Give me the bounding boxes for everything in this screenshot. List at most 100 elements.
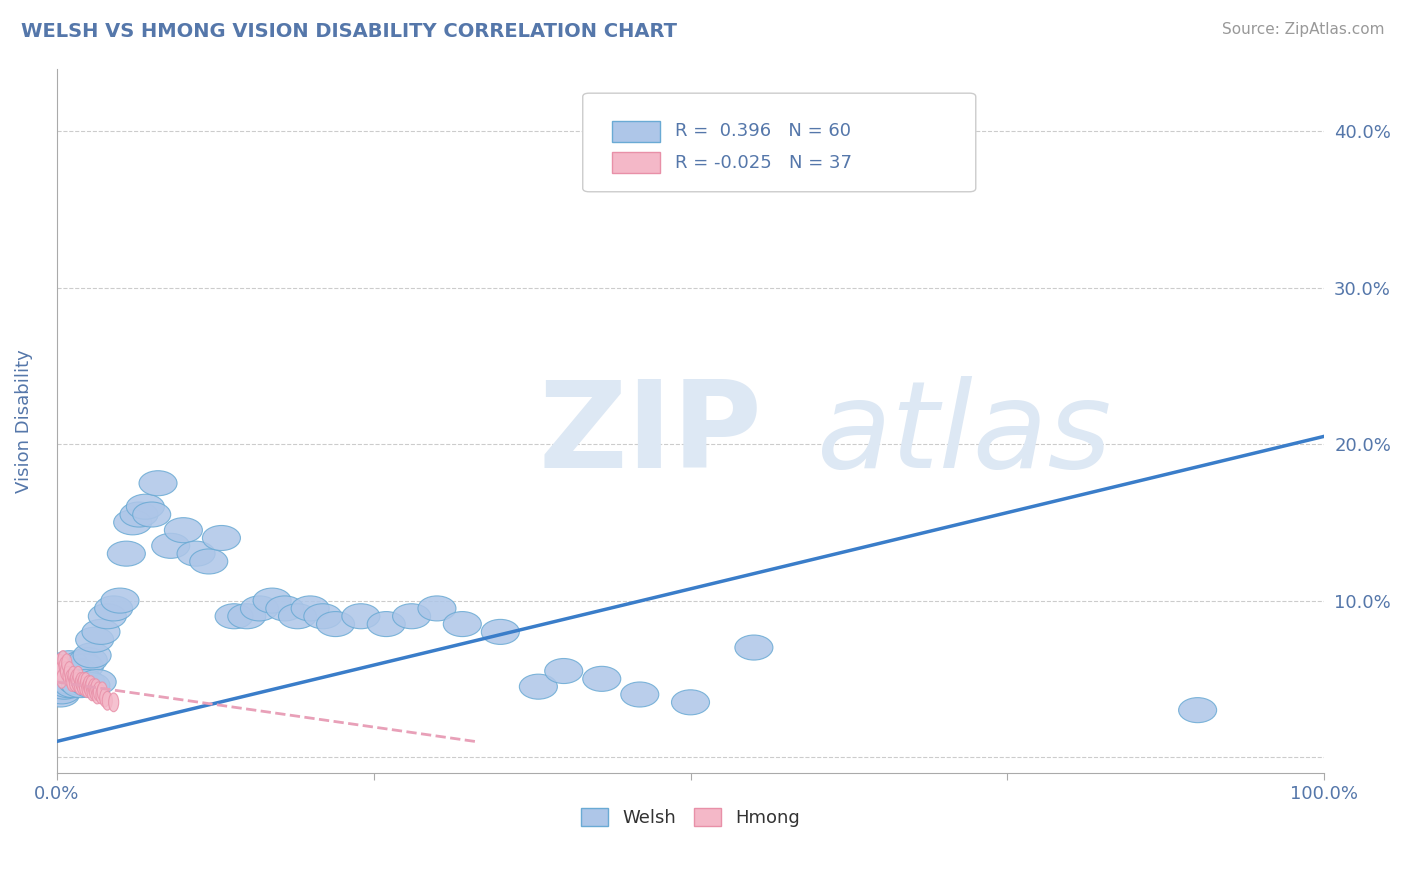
Ellipse shape	[86, 676, 96, 695]
Ellipse shape	[89, 604, 127, 629]
Ellipse shape	[62, 673, 100, 698]
Text: atlas: atlas	[817, 376, 1112, 493]
Ellipse shape	[342, 604, 380, 629]
Ellipse shape	[76, 627, 114, 652]
Ellipse shape	[51, 650, 89, 676]
Ellipse shape	[100, 689, 110, 707]
Text: R =  0.396   N = 60: R = 0.396 N = 60	[675, 122, 851, 140]
Ellipse shape	[316, 612, 354, 637]
Ellipse shape	[93, 685, 103, 704]
Ellipse shape	[84, 679, 94, 698]
Ellipse shape	[52, 670, 90, 695]
Ellipse shape	[72, 673, 110, 698]
Ellipse shape	[120, 502, 157, 527]
Ellipse shape	[82, 679, 93, 698]
Legend: Welsh, Hmong: Welsh, Hmong	[574, 800, 807, 834]
Ellipse shape	[418, 596, 456, 621]
Ellipse shape	[519, 674, 557, 699]
Ellipse shape	[75, 676, 84, 695]
Ellipse shape	[87, 682, 97, 701]
Ellipse shape	[481, 619, 519, 644]
Ellipse shape	[132, 502, 170, 527]
Ellipse shape	[56, 670, 66, 689]
Ellipse shape	[66, 673, 77, 691]
Ellipse shape	[91, 679, 101, 698]
Ellipse shape	[253, 588, 291, 613]
Ellipse shape	[83, 676, 93, 695]
Ellipse shape	[49, 673, 87, 698]
Text: ZIP: ZIP	[538, 376, 762, 493]
Ellipse shape	[392, 604, 430, 629]
Ellipse shape	[66, 670, 76, 689]
Ellipse shape	[42, 679, 80, 704]
Ellipse shape	[735, 635, 773, 660]
Ellipse shape	[228, 604, 266, 629]
Ellipse shape	[58, 650, 67, 670]
Ellipse shape	[46, 670, 84, 695]
Ellipse shape	[278, 604, 316, 629]
Ellipse shape	[79, 673, 89, 691]
Ellipse shape	[79, 677, 90, 696]
Ellipse shape	[266, 596, 304, 621]
Ellipse shape	[66, 670, 105, 695]
Ellipse shape	[58, 670, 96, 695]
Ellipse shape	[63, 650, 101, 676]
Ellipse shape	[65, 662, 75, 681]
Ellipse shape	[63, 666, 73, 685]
FancyBboxPatch shape	[582, 93, 976, 192]
Ellipse shape	[41, 682, 79, 707]
Ellipse shape	[101, 588, 139, 613]
Ellipse shape	[69, 673, 79, 691]
Ellipse shape	[103, 691, 112, 710]
Ellipse shape	[94, 596, 132, 621]
Ellipse shape	[108, 693, 118, 712]
Text: R = -0.025   N = 37: R = -0.025 N = 37	[675, 153, 852, 171]
Ellipse shape	[127, 494, 165, 519]
Text: WELSH VS HMONG VISION DISABILITY CORRELATION CHART: WELSH VS HMONG VISION DISABILITY CORRELA…	[21, 22, 678, 41]
FancyBboxPatch shape	[612, 120, 659, 142]
Ellipse shape	[165, 517, 202, 542]
Ellipse shape	[443, 612, 481, 637]
Ellipse shape	[1178, 698, 1216, 723]
Ellipse shape	[80, 673, 91, 691]
Ellipse shape	[62, 654, 72, 673]
Ellipse shape	[55, 662, 66, 681]
Ellipse shape	[67, 666, 79, 685]
Ellipse shape	[96, 685, 105, 704]
Ellipse shape	[190, 549, 228, 574]
Ellipse shape	[69, 648, 107, 673]
Ellipse shape	[291, 596, 329, 621]
Ellipse shape	[215, 604, 253, 629]
Ellipse shape	[53, 654, 65, 673]
FancyBboxPatch shape	[612, 152, 659, 173]
Text: Source: ZipAtlas.com: Source: ZipAtlas.com	[1222, 22, 1385, 37]
Ellipse shape	[544, 658, 582, 683]
Ellipse shape	[202, 525, 240, 550]
Ellipse shape	[56, 658, 94, 683]
Ellipse shape	[48, 674, 86, 699]
Ellipse shape	[44, 666, 82, 691]
Ellipse shape	[66, 654, 104, 679]
Ellipse shape	[60, 658, 98, 683]
Ellipse shape	[60, 662, 70, 681]
Ellipse shape	[59, 657, 69, 676]
Ellipse shape	[53, 658, 91, 683]
Ellipse shape	[73, 643, 111, 668]
Ellipse shape	[77, 676, 87, 695]
Ellipse shape	[70, 670, 80, 689]
Ellipse shape	[73, 666, 83, 685]
Ellipse shape	[53, 673, 93, 698]
Y-axis label: Vision Disability: Vision Disability	[15, 349, 32, 492]
Ellipse shape	[367, 612, 405, 637]
Ellipse shape	[114, 510, 152, 535]
Ellipse shape	[107, 541, 145, 566]
Ellipse shape	[240, 596, 278, 621]
Ellipse shape	[621, 682, 659, 707]
Ellipse shape	[152, 533, 190, 558]
Ellipse shape	[139, 471, 177, 496]
Ellipse shape	[304, 604, 342, 629]
Ellipse shape	[89, 679, 98, 698]
Ellipse shape	[45, 674, 83, 699]
Ellipse shape	[82, 619, 120, 644]
Ellipse shape	[97, 682, 107, 701]
